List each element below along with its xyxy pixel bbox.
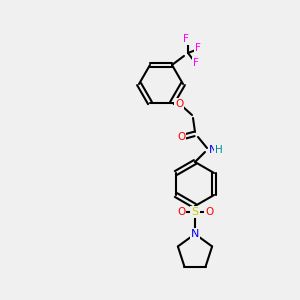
Text: H: H xyxy=(215,145,223,155)
Text: F: F xyxy=(193,58,199,68)
Text: F: F xyxy=(195,43,201,53)
Text: O: O xyxy=(175,99,183,109)
Text: N: N xyxy=(191,229,199,239)
Text: O: O xyxy=(177,132,185,142)
Text: F: F xyxy=(183,34,189,44)
Text: S: S xyxy=(191,207,199,217)
Text: N: N xyxy=(209,145,218,155)
Text: O: O xyxy=(177,207,185,217)
Text: O: O xyxy=(205,207,213,217)
